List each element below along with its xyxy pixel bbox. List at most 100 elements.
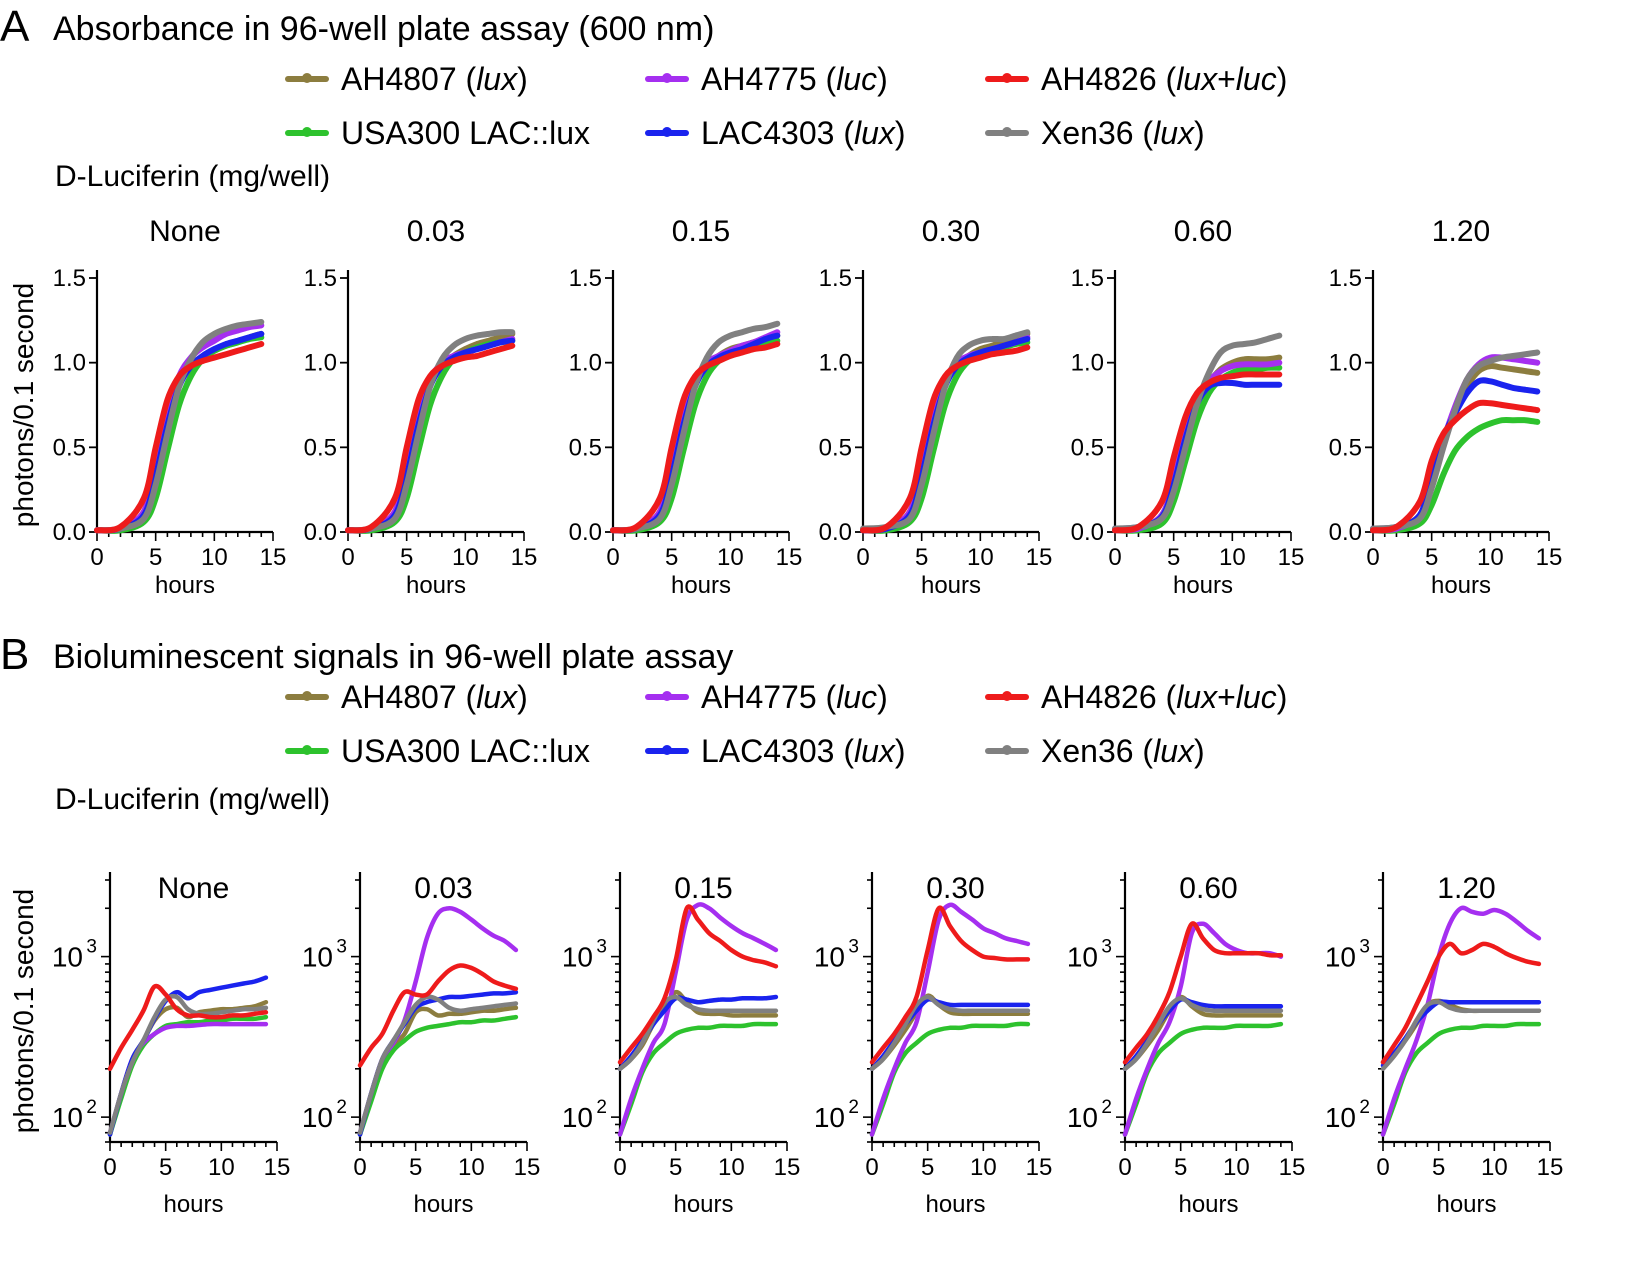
legend-item-a-2: AH4826 (lux + luc) xyxy=(985,57,1315,101)
x-axis-label: hours xyxy=(671,572,731,599)
x-tick-label: 10 xyxy=(1477,544,1504,571)
legend-swatch xyxy=(645,745,689,755)
legend-item-b-2: AH4826 (lux + luc) xyxy=(985,675,1315,719)
series-line xyxy=(1112,359,1283,534)
series-line xyxy=(94,322,265,534)
subplot-title: 0.15 xyxy=(674,872,732,905)
x-axis-label: hours xyxy=(413,1191,473,1218)
x-tick-label: 10 xyxy=(201,544,228,571)
series-line xyxy=(1380,905,1542,1137)
series-line xyxy=(345,330,516,534)
x-tick-label: 5 xyxy=(1425,544,1438,571)
x-tick-label: 0 xyxy=(1366,544,1379,571)
x-axis-label: hours xyxy=(1431,572,1491,599)
legend-label-italic: lux xyxy=(853,114,895,151)
y-tick-exponent: 3 xyxy=(1101,937,1112,958)
series-line xyxy=(610,341,781,534)
y-tick-label: 0.0 xyxy=(304,519,337,546)
legend-item-b-3: USA300 LAC::lux xyxy=(285,729,645,773)
x-tick-label: 10 xyxy=(970,1154,997,1181)
legend-label-suffix: ) xyxy=(1193,114,1205,151)
y-tick-label: 1.5 xyxy=(569,265,602,292)
y-tick-label: 10 xyxy=(814,942,845,973)
x-tick-label: 5 xyxy=(1432,1154,1445,1181)
x-axis-label: hours xyxy=(155,572,215,599)
legend-item-b-5: Xen36 (lux) xyxy=(985,729,1315,773)
y-tick-label: 0.5 xyxy=(304,434,337,461)
legend-label-suffix: ) xyxy=(894,732,906,769)
y-tick-exponent: 3 xyxy=(336,937,347,958)
legend-label-italic2: luc xyxy=(1235,678,1277,715)
x-tick-label: 10 xyxy=(1481,1154,1508,1181)
x-tick-label: 15 xyxy=(1026,1154,1053,1181)
legend-swatch xyxy=(285,127,329,137)
series-line xyxy=(617,994,779,1072)
y-tick-label: 10 xyxy=(52,1102,83,1133)
subplot-title: None xyxy=(158,872,230,905)
x-tick-label: 15 xyxy=(776,544,803,571)
y-tick-label: 1.0 xyxy=(304,350,337,377)
x-tick-label: 15 xyxy=(511,544,538,571)
legend-label-prefix: LAC4303 ( xyxy=(701,114,854,151)
series-line xyxy=(860,334,1031,534)
series-line xyxy=(357,963,519,1068)
series-line xyxy=(617,902,779,1137)
legend-label-mid: + xyxy=(1217,678,1236,715)
legend-label-prefix: LAC4303 ( xyxy=(701,732,854,769)
x-tick-label: 0 xyxy=(1108,544,1121,571)
y-tick-label: 1.0 xyxy=(569,350,602,377)
series-line xyxy=(1370,399,1541,534)
y-tick-label: 1.5 xyxy=(1329,265,1362,292)
legend-label-italic: lux xyxy=(1153,114,1194,151)
y-tick-label: 10 xyxy=(1325,942,1356,973)
x-tick-label: 15 xyxy=(1536,544,1563,571)
legend-swatch xyxy=(985,745,1029,755)
y-tick-exponent: 3 xyxy=(848,937,859,958)
x-tick-label: 0 xyxy=(90,544,103,571)
legend-swatch xyxy=(645,127,689,137)
legend-label-italic: lux xyxy=(1176,60,1218,97)
series-line xyxy=(1370,354,1541,534)
legend-label-italic: lux xyxy=(1176,678,1218,715)
x-tick-label: 0 xyxy=(341,544,354,571)
y-tick-base: 10 xyxy=(1325,942,1356,973)
y-tick-label: 1.5 xyxy=(53,265,86,292)
y-tick-label: 0.0 xyxy=(569,519,602,546)
y-tick-base: 10 xyxy=(302,942,333,973)
legend-label-suffix: ) xyxy=(1276,678,1288,715)
series-line xyxy=(1370,416,1541,534)
y-tick-label: 1.0 xyxy=(53,350,86,377)
legend-swatch xyxy=(645,73,689,83)
x-tick-label: 15 xyxy=(1026,544,1053,571)
series-line xyxy=(860,344,1031,534)
legend-label-prefix: Xen36 ( xyxy=(1041,114,1154,151)
series-line xyxy=(1370,349,1541,532)
y-tick-label: 0.5 xyxy=(1329,434,1362,461)
y-tick-label: 10 xyxy=(562,942,593,973)
x-tick-label: 5 xyxy=(669,1154,682,1181)
y-tick-label: 10 xyxy=(1325,1102,1356,1133)
x-tick-label: 10 xyxy=(1223,1154,1250,1181)
legend-label-suffix: ) xyxy=(517,60,528,97)
x-tick-label: 5 xyxy=(409,1154,422,1181)
y-tick-label: 0.0 xyxy=(1071,519,1104,546)
y-tick-label: 1.5 xyxy=(819,265,852,292)
legend-label-suffix: ) xyxy=(877,60,888,97)
y-tick-label: 10 xyxy=(302,1102,333,1133)
legend-label-suffix: ) xyxy=(1193,732,1205,769)
legend-item-a-0: AH4807 (lux) xyxy=(285,57,645,101)
legend-a: AH4807 (lux) AH4775 (luc) AH4826 (lux + luc)… xyxy=(285,57,1315,155)
x-tick-label: 0 xyxy=(606,544,619,571)
legend-swatch xyxy=(985,691,1029,701)
y-tick-base: 10 xyxy=(814,942,845,973)
x-tick-label: 5 xyxy=(149,544,162,571)
y-tick-exponent: 2 xyxy=(596,1097,607,1118)
x-tick-label: 15 xyxy=(1279,1154,1306,1181)
series-line xyxy=(94,330,265,534)
x-tick-label: 10 xyxy=(1219,544,1246,571)
subplot-title: 0.60 xyxy=(1174,215,1232,248)
y-tick-label: 10 xyxy=(562,1102,593,1133)
